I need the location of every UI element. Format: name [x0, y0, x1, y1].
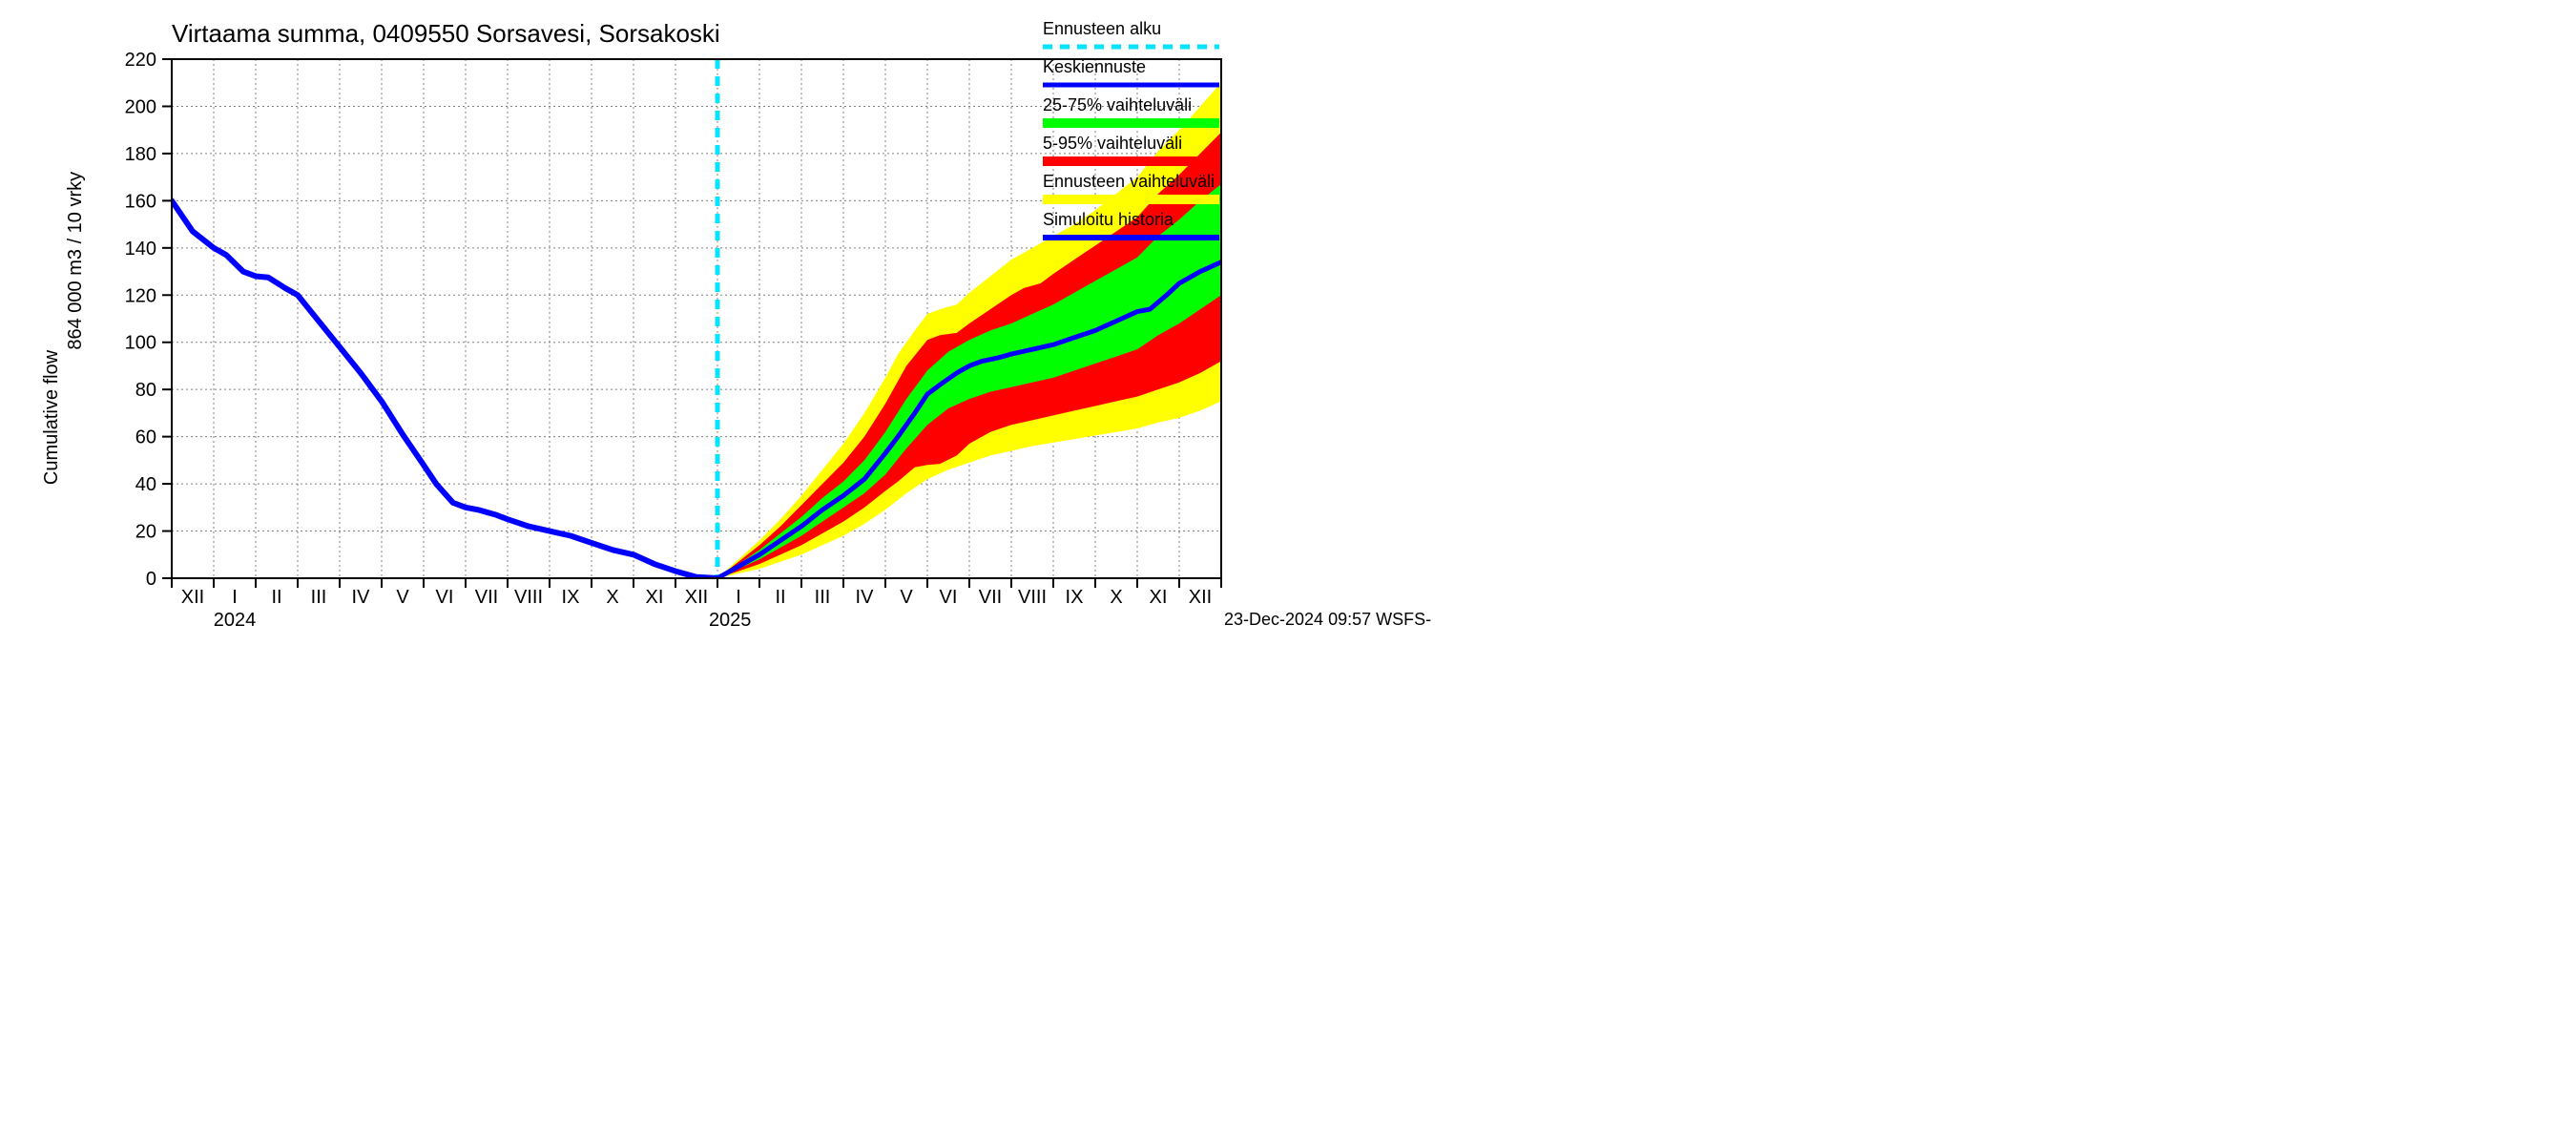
- x-tick-label: VII: [475, 587, 498, 608]
- legend-label: Ennusteen vaihteluväli: [1043, 172, 1215, 191]
- x-tick-label: V: [396, 587, 409, 608]
- x-tick-label: III: [815, 587, 831, 608]
- legend-swatch: [1043, 195, 1219, 204]
- legend-swatch: [1043, 118, 1219, 128]
- y-tick-label: 100: [125, 333, 156, 354]
- x-year-label: 2025: [709, 610, 752, 631]
- y-tick-label: 20: [135, 522, 156, 543]
- x-tick-label: XI: [1150, 587, 1168, 608]
- y-axis-label-1: Cumulative flow: [41, 349, 62, 485]
- y-axis-label-2: 864 000 m3 / 10 vrky: [65, 172, 86, 350]
- x-tick-label: IX: [562, 587, 580, 608]
- x-tick-label: IV: [352, 587, 371, 608]
- x-tick-label: X: [606, 587, 618, 608]
- legend-label: Keskiennuste: [1043, 57, 1146, 76]
- x-tick-label: VI: [940, 587, 958, 608]
- x-tick-label: VIII: [514, 587, 543, 608]
- legend-label: 25-75% vaihteluväli: [1043, 95, 1192, 114]
- x-tick-label: X: [1110, 587, 1122, 608]
- y-tick-label: 140: [125, 239, 156, 260]
- x-tick-label: III: [311, 587, 327, 608]
- x-tick-label: VI: [436, 587, 454, 608]
- x-tick-label: XII: [181, 587, 204, 608]
- x-tick-label: II: [271, 587, 281, 608]
- y-tick-label: 220: [125, 50, 156, 71]
- x-tick-label: XI: [646, 587, 664, 608]
- x-tick-label: V: [900, 587, 913, 608]
- legend-label: Ennusteen alku: [1043, 19, 1161, 38]
- legend-label: 5-95% vaihteluväli: [1043, 134, 1182, 153]
- x-tick-label: VIII: [1018, 587, 1047, 608]
- y-tick-label: 60: [135, 427, 156, 448]
- legend-swatch: [1043, 156, 1219, 166]
- y-tick-label: 40: [135, 474, 156, 495]
- x-tick-label: I: [232, 587, 238, 608]
- y-tick-label: 80: [135, 380, 156, 401]
- y-tick-label: 0: [146, 569, 156, 590]
- x-year-label: 2024: [214, 610, 257, 631]
- chart-title: Virtaama summa, 0409550 Sorsavesi, Sorsa…: [172, 19, 720, 48]
- x-tick-label: IX: [1066, 587, 1084, 608]
- footer-timestamp: 23-Dec-2024 09:57 WSFS-O: [1224, 610, 1431, 629]
- legend-label: Simuloitu historia: [1043, 210, 1174, 229]
- x-tick-label: XII: [685, 587, 708, 608]
- x-tick-label: I: [736, 587, 741, 608]
- x-tick-label: VII: [979, 587, 1002, 608]
- y-tick-label: 120: [125, 285, 156, 306]
- x-tick-label: IV: [856, 587, 875, 608]
- y-tick-label: 180: [125, 144, 156, 165]
- x-tick-label: II: [775, 587, 785, 608]
- y-tick-label: 200: [125, 96, 156, 117]
- y-tick-label: 160: [125, 191, 156, 212]
- x-tick-label: XII: [1189, 587, 1212, 608]
